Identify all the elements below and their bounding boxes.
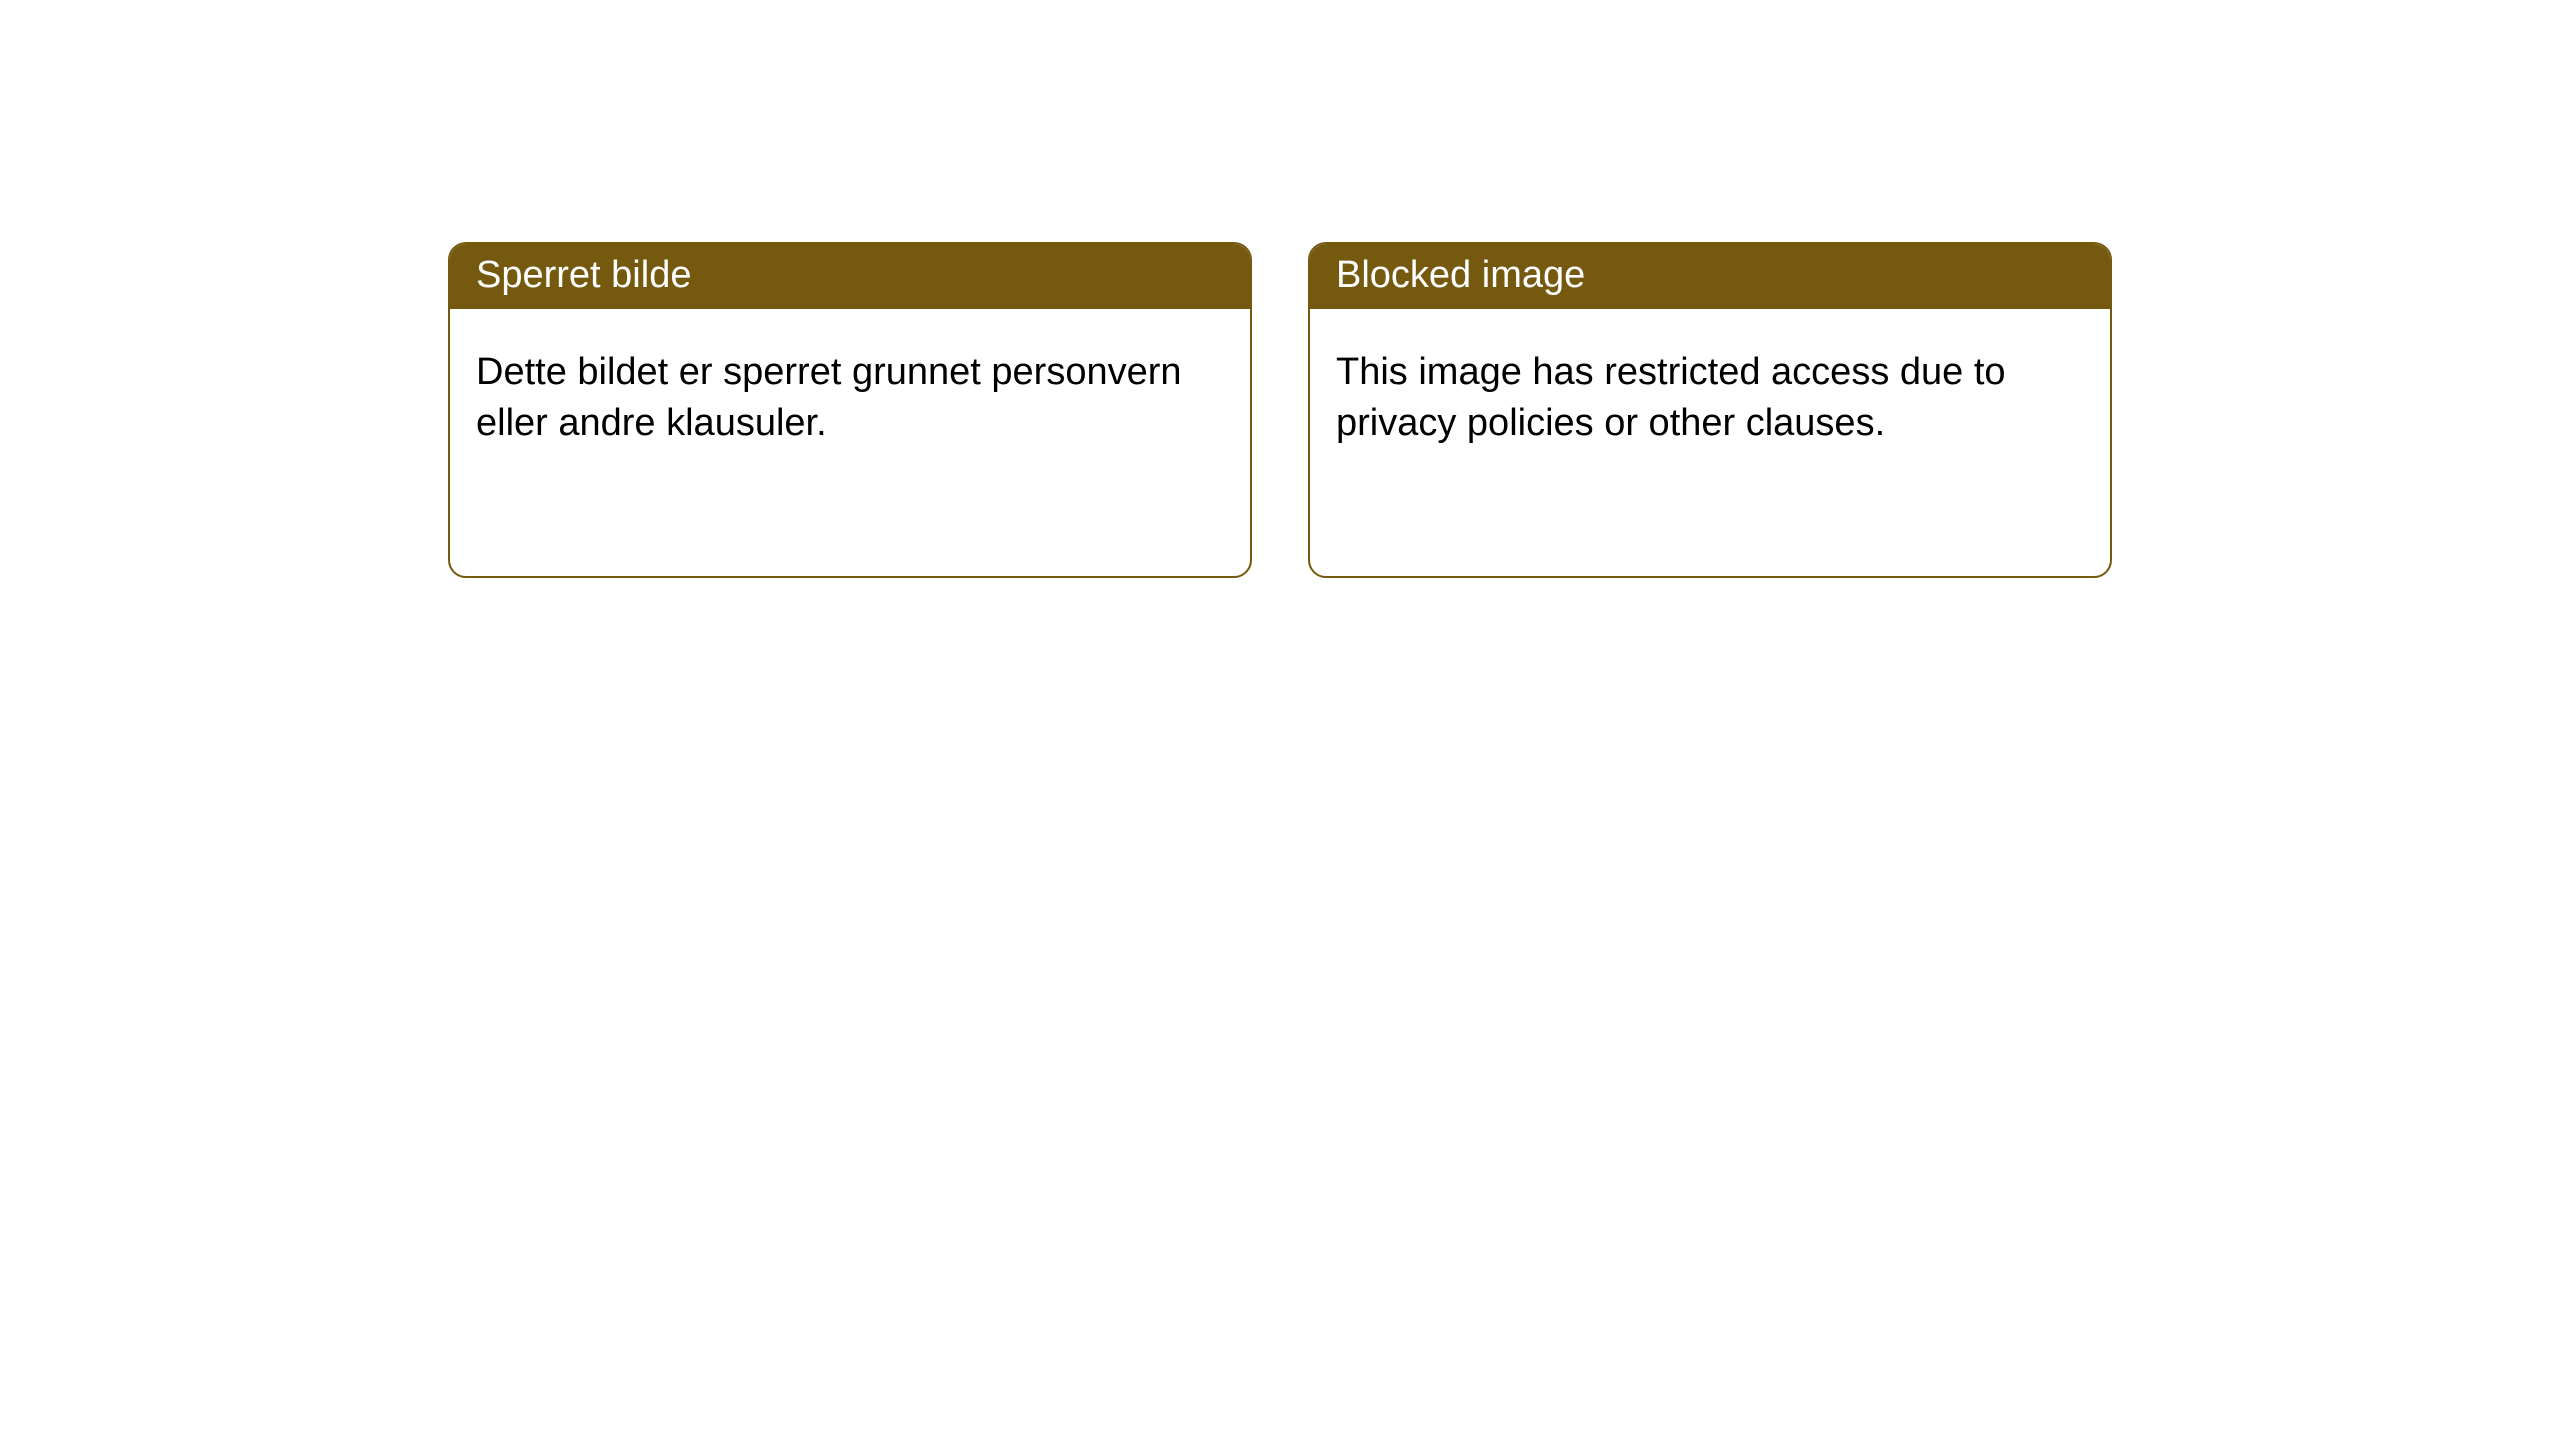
notice-title: Sperret bilde <box>450 244 1250 309</box>
notice-container: Sperret bilde Dette bildet er sperret gr… <box>0 0 2560 578</box>
notice-body: Dette bildet er sperret grunnet personve… <box>450 309 1250 488</box>
notice-title: Blocked image <box>1310 244 2110 309</box>
notice-body: This image has restricted access due to … <box>1310 309 2110 488</box>
notice-card-english: Blocked image This image has restricted … <box>1308 242 2112 578</box>
notice-card-norwegian: Sperret bilde Dette bildet er sperret gr… <box>448 242 1252 578</box>
